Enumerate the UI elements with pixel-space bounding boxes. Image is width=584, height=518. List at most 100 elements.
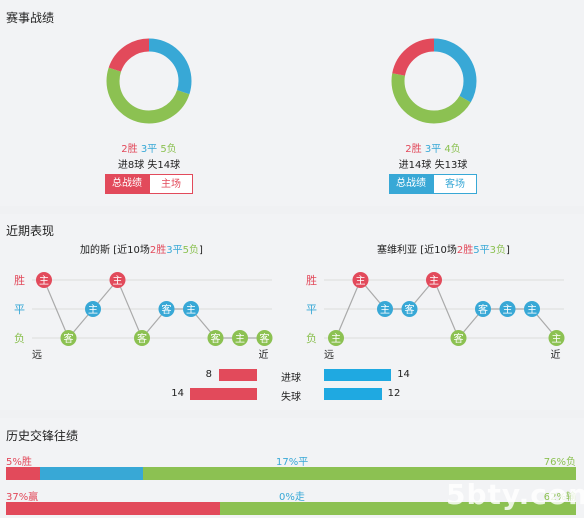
match-result-marker[interactable]: 主	[548, 330, 565, 346]
match-result-marker[interactable]: 主	[232, 330, 248, 346]
form-chart-home: 胜平负主客主主客客 主客主客远近	[14, 272, 273, 361]
match-result-marker[interactable]: 客	[158, 301, 175, 317]
x-axis-near-label: 近	[259, 348, 269, 361]
recent-panel: 近期表现 加的斯 [近10场2胜3平5负] 塞维利亚 [近10场2胜5平3负] …	[0, 214, 584, 410]
match-result-marker[interactable]: 客	[207, 330, 224, 346]
tab-overall-home[interactable]: 总战绩	[105, 174, 149, 194]
record-wdl-home: 2胜 3平 5负	[99, 140, 199, 155]
match-result-marker[interactable]: 客	[450, 330, 467, 346]
section-title: 历史交锋往绩	[6, 429, 79, 443]
stat-left-value: 8	[205, 369, 212, 380]
stat-right-bar	[324, 388, 382, 400]
match-result-marker[interactable]: 主	[109, 272, 126, 288]
goals-conceded: 失14球	[147, 160, 181, 171]
match-result-marker[interactable]: 客	[134, 330, 150, 346]
section-title: 近期表现	[6, 224, 55, 238]
stat-label: 进球	[281, 373, 301, 384]
record-panel: 赛事战绩 2胜 3平 5负 进8球 失14球 总战绩 主场 2胜 3平 4负 进…	[0, 0, 584, 206]
svg-text:主: 主	[380, 304, 390, 316]
tab-home-venue[interactable]: 主场	[149, 174, 193, 194]
match-result-marker[interactable]: 客	[256, 330, 273, 346]
team-name: 塞维利亚	[377, 245, 417, 256]
svg-text:主: 主	[552, 333, 562, 345]
loss-count: 4负	[444, 144, 461, 155]
history-bar-1x2	[6, 467, 576, 480]
segment-loss	[219, 502, 576, 515]
svg-text:主: 主	[503, 304, 513, 316]
svg-text:主: 主	[113, 275, 123, 287]
segment-loss	[142, 467, 576, 480]
match-result-marker[interactable]: 主	[352, 272, 369, 288]
x-axis-far-label: 远	[324, 349, 334, 361]
segment-draw	[40, 467, 143, 480]
svg-text:客: 客	[162, 303, 172, 316]
history-bar-handicap	[6, 502, 576, 515]
match-result-marker[interactable]: 主	[377, 301, 393, 317]
svg-text:客: 客	[64, 332, 74, 345]
stat-label: 失球	[281, 392, 301, 403]
y-axis-label: 胜	[14, 273, 25, 287]
svg-text:主: 主	[331, 333, 341, 345]
tab-overall-away[interactable]: 总战绩	[389, 174, 433, 194]
y-axis-label: 负	[14, 331, 25, 345]
y-axis-label: 胜	[306, 273, 317, 287]
loss-count: 5负	[160, 144, 177, 155]
stat-left-bar	[189, 388, 257, 400]
match-result-marker[interactable]: 客	[401, 301, 418, 317]
history-draw-label: 17%平	[276, 457, 309, 468]
match-result-marker[interactable]: 主	[328, 330, 344, 346]
stat-left-bar	[218, 369, 257, 381]
match-result-marker[interactable]: 主	[499, 301, 516, 317]
y-axis-label: 平	[14, 303, 25, 316]
form-line	[335, 278, 557, 340]
record-goals-away: 进14球 失13球	[383, 156, 483, 171]
match-result-marker[interactable]: 主	[36, 272, 52, 288]
segment-win	[6, 467, 41, 480]
svg-text:客: 客	[211, 332, 221, 345]
match-result-marker[interactable]: 主	[85, 301, 101, 317]
donut-chart-home	[106, 38, 192, 124]
svg-text:主: 主	[186, 304, 196, 316]
donut-chart-away	[391, 38, 477, 124]
match-result-marker[interactable]: 主	[183, 301, 199, 317]
svg-text:主: 主	[39, 275, 49, 287]
svg-text:客: 客	[137, 332, 147, 345]
svg-text:客: 客	[260, 332, 270, 345]
tab-away-venue[interactable]: 客场	[433, 174, 477, 194]
draw-count: 3平	[424, 144, 442, 155]
donut-segment-win	[106, 38, 192, 124]
draw-count: 3平	[140, 144, 158, 155]
history-loss-label: 76%负	[543, 457, 576, 468]
goals-scored: 进14球	[398, 160, 432, 171]
svg-text:主: 主	[235, 333, 245, 345]
record-goals-home: 进8球 失14球	[99, 156, 199, 171]
history-handicap-loss-label: 62%输	[543, 492, 576, 503]
match-result-marker[interactable]: 客	[60, 330, 77, 346]
form-line	[43, 278, 265, 340]
stat-right-value: 12	[387, 388, 401, 399]
svg-text:主: 主	[527, 304, 537, 316]
match-result-marker[interactable]: 主	[426, 272, 442, 288]
form-chart-away: 胜平负 主主主 客主客客主主主远近	[306, 272, 565, 361]
match-result-marker[interactable]: 主	[524, 301, 540, 317]
segment-win	[6, 502, 220, 515]
recent-summary-away: 塞维利亚 [近10场2胜5平3负]	[377, 245, 510, 256]
y-axis-label: 负	[306, 331, 317, 345]
watermark-logo: 5bty.com	[446, 478, 584, 511]
stat-right-value: 14	[397, 369, 410, 380]
win-count: 2胜	[121, 144, 138, 155]
donut-segment-loss	[106, 38, 192, 124]
x-axis-near-label: 近	[551, 348, 561, 361]
svg-text:客: 客	[405, 303, 415, 316]
svg-text:主: 主	[356, 275, 366, 287]
stat-right-bar	[324, 369, 392, 381]
record-wdl-away: 2胜 3平 4负	[383, 140, 483, 155]
goals-conceded: 失13球	[434, 160, 468, 171]
match-result-marker[interactable]: 客	[475, 301, 491, 317]
goals-scored: 进8球	[117, 160, 145, 171]
x-axis-far-label: 远	[32, 349, 42, 361]
svg-text:客: 客	[478, 303, 488, 316]
history-panel: 历史交锋往绩 5%胜 17%平 76%负 37%赢 0%走 62%输 5bty.…	[0, 418, 584, 518]
history-win-label: 5%胜	[6, 457, 32, 468]
team-name: 加的斯	[80, 245, 110, 256]
